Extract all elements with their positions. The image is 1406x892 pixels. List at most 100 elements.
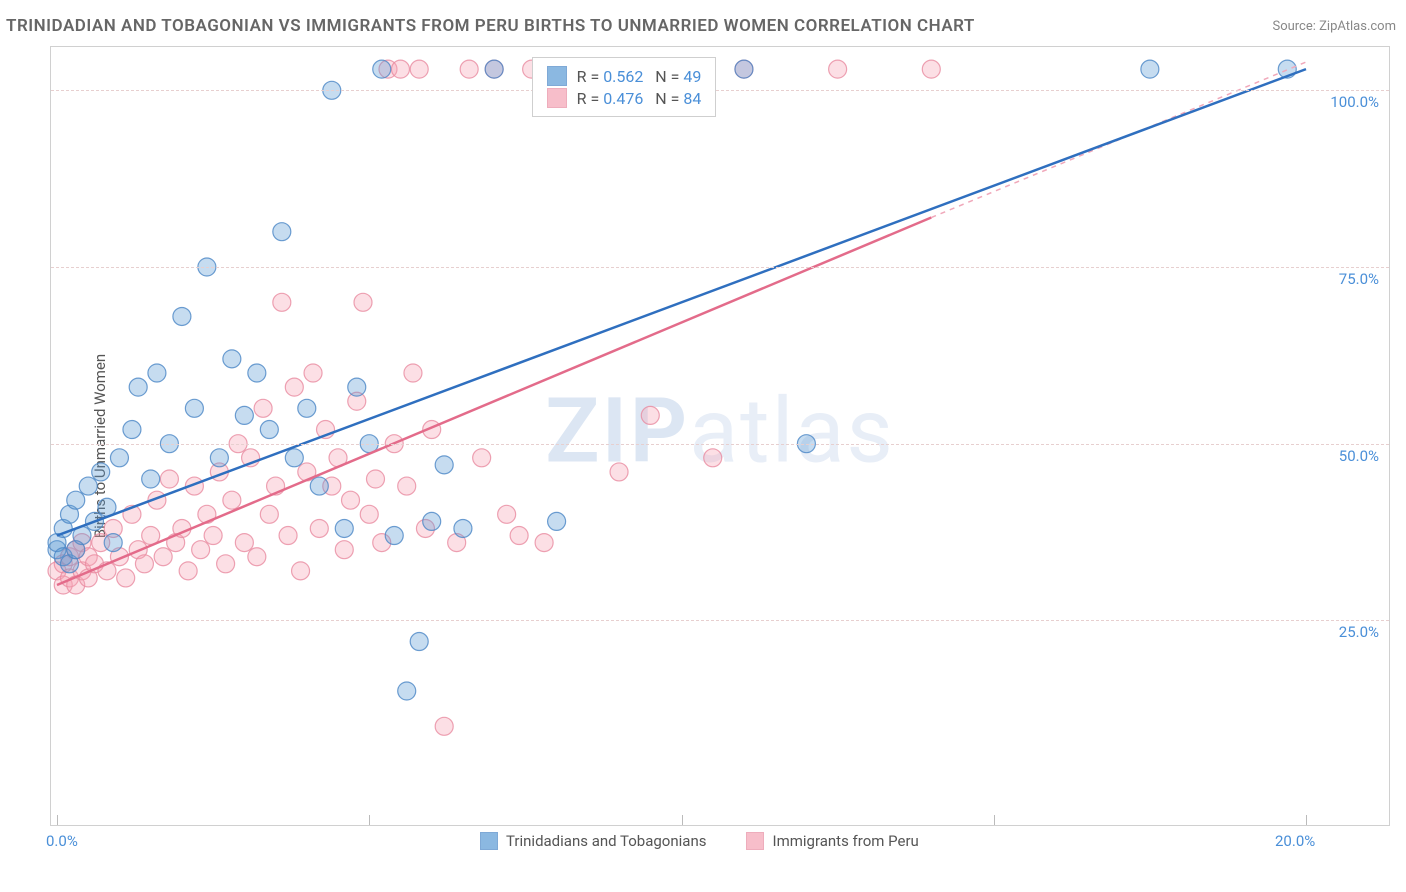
gridline-horizontal xyxy=(51,90,1389,91)
scatter-point xyxy=(510,527,528,545)
scatter-point xyxy=(398,477,416,495)
scatter-point xyxy=(92,463,110,481)
scatter-point xyxy=(498,505,516,523)
scatter-point xyxy=(210,449,228,467)
scatter-point xyxy=(410,60,428,78)
scatter-point xyxy=(435,717,453,735)
legend-row: R = 0.476 N = 84 xyxy=(547,88,702,108)
scatter-point xyxy=(135,555,153,573)
scatter-point xyxy=(704,449,722,467)
x-tick-label-left: 0.0% xyxy=(46,832,78,850)
chart-area: ZIPatlas 25.0%50.0%75.0%100.0%R = 0.562 … xyxy=(50,46,1390,826)
scatter-point xyxy=(79,477,97,495)
gridline-horizontal xyxy=(51,444,1389,445)
legend-item: Immigrants from Peru xyxy=(746,832,918,850)
scatter-point xyxy=(104,534,122,552)
legend-row: R = 0.562 N = 49 xyxy=(547,66,702,86)
scatter-point xyxy=(160,470,178,488)
scatter-point xyxy=(260,421,278,439)
x-tick xyxy=(1306,815,1307,825)
scatter-point xyxy=(410,633,428,651)
legend-swatch xyxy=(547,66,567,86)
scatter-point xyxy=(342,491,360,509)
scatter-point xyxy=(123,421,141,439)
scatter-point xyxy=(217,555,235,573)
scatter-point xyxy=(260,505,278,523)
scatter-point xyxy=(192,541,210,559)
scatter-point xyxy=(235,406,253,424)
scatter-point xyxy=(273,223,291,241)
scatter-point xyxy=(391,60,409,78)
chart-title: TRINIDADIAN AND TOBAGONIAN VS IMMIGRANTS… xyxy=(6,16,975,36)
scatter-point xyxy=(454,519,472,537)
scatter-point xyxy=(485,60,503,78)
scatter-point xyxy=(285,378,303,396)
source-label: Source: ZipAtlas.com xyxy=(1272,19,1396,34)
gridline-horizontal xyxy=(51,267,1389,268)
scatter-point xyxy=(423,512,441,530)
scatter-point xyxy=(185,399,203,417)
legend-series-name: Trinidadians and Tobagonians xyxy=(506,832,706,850)
scatter-point xyxy=(829,60,847,78)
scatter-point xyxy=(404,364,422,382)
scatter-point xyxy=(148,364,166,382)
scatter-point xyxy=(129,378,147,396)
scatter-point xyxy=(285,449,303,467)
legend-swatch xyxy=(547,88,567,108)
scatter-point xyxy=(298,399,316,417)
x-tick xyxy=(57,815,58,825)
scatter-point xyxy=(223,491,241,509)
scatter-point xyxy=(348,378,366,396)
y-tick-label: 100.0% xyxy=(1330,93,1379,111)
scatter-point xyxy=(248,364,266,382)
scatter-point xyxy=(385,527,403,545)
scatter-point xyxy=(735,60,753,78)
scatter-point xyxy=(154,548,172,566)
correlation-legend: R = 0.562 N = 49 R = 0.476 N = 84 xyxy=(532,57,717,117)
scatter-point xyxy=(117,569,135,587)
plot-svg xyxy=(51,47,1389,825)
legend-stats: R = 0.476 N = 84 xyxy=(577,89,702,108)
scatter-point xyxy=(641,406,659,424)
legend-series-name: Immigrants from Peru xyxy=(772,832,918,850)
scatter-point xyxy=(398,682,416,700)
scatter-point xyxy=(142,470,160,488)
legend-swatch xyxy=(480,832,498,850)
scatter-point xyxy=(110,449,128,467)
scatter-point xyxy=(304,364,322,382)
x-tick xyxy=(369,815,370,825)
gridline-horizontal xyxy=(51,620,1389,621)
x-tick xyxy=(682,815,683,825)
scatter-point xyxy=(335,519,353,537)
scatter-point xyxy=(235,534,253,552)
legend-swatch xyxy=(746,832,764,850)
legend-stats: R = 0.562 N = 49 xyxy=(577,67,702,86)
scatter-point xyxy=(360,505,378,523)
scatter-point xyxy=(548,512,566,530)
scatter-point xyxy=(204,527,222,545)
scatter-point xyxy=(366,470,384,488)
scatter-point xyxy=(1141,60,1159,78)
scatter-point xyxy=(273,293,291,311)
regression-line xyxy=(57,69,1306,535)
chart-header: TRINIDADIAN AND TOBAGONIAN VS IMMIGRANTS… xyxy=(6,16,1396,36)
scatter-point xyxy=(310,477,328,495)
y-tick-label: 75.0% xyxy=(1339,270,1379,288)
scatter-point xyxy=(435,456,453,474)
scatter-point xyxy=(610,463,628,481)
scatter-point xyxy=(460,60,478,78)
scatter-point xyxy=(67,491,85,509)
scatter-point xyxy=(335,541,353,559)
x-tick xyxy=(994,815,995,825)
x-tick-label-right: 20.0% xyxy=(1275,832,1315,850)
scatter-point xyxy=(248,548,266,566)
y-tick-label: 50.0% xyxy=(1339,447,1379,465)
scatter-point xyxy=(310,519,328,537)
scatter-point xyxy=(254,399,272,417)
scatter-point xyxy=(473,449,491,467)
scatter-point xyxy=(279,527,297,545)
y-tick-label: 25.0% xyxy=(1339,623,1379,641)
scatter-point xyxy=(173,307,191,325)
scatter-point xyxy=(922,60,940,78)
scatter-point xyxy=(179,562,197,580)
